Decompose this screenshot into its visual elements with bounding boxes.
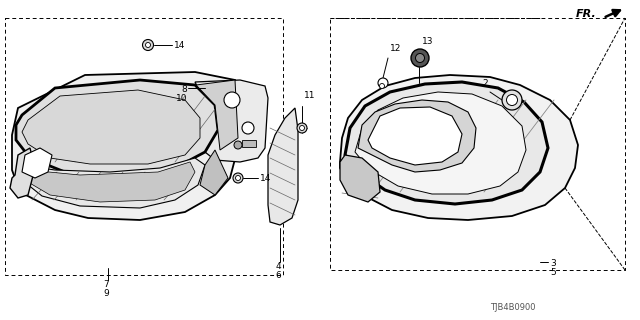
- Text: 6: 6: [275, 271, 281, 280]
- Circle shape: [458, 134, 470, 146]
- Text: 9: 9: [103, 289, 109, 298]
- Text: 2: 2: [483, 79, 488, 88]
- Circle shape: [242, 122, 254, 134]
- Circle shape: [378, 78, 388, 88]
- Circle shape: [411, 49, 429, 67]
- Polygon shape: [340, 75, 578, 220]
- Polygon shape: [345, 82, 548, 204]
- Polygon shape: [268, 108, 298, 225]
- Bar: [242, 140, 256, 147]
- Circle shape: [233, 173, 243, 183]
- Text: TJB4B0900: TJB4B0900: [490, 303, 536, 312]
- Polygon shape: [10, 148, 35, 198]
- Text: 4: 4: [275, 262, 281, 271]
- Circle shape: [300, 125, 305, 131]
- Text: 5: 5: [550, 268, 556, 277]
- Circle shape: [502, 90, 522, 110]
- Text: 7: 7: [103, 280, 109, 289]
- Circle shape: [145, 43, 150, 47]
- Text: 10: 10: [175, 94, 187, 103]
- Polygon shape: [24, 162, 195, 202]
- Polygon shape: [200, 150, 228, 195]
- Polygon shape: [355, 92, 526, 194]
- Text: 14: 14: [174, 41, 186, 50]
- Text: 13: 13: [422, 37, 433, 46]
- Polygon shape: [16, 80, 218, 175]
- Circle shape: [234, 141, 242, 149]
- Text: 12: 12: [390, 44, 401, 53]
- Polygon shape: [340, 155, 380, 202]
- Text: 1: 1: [433, 121, 439, 130]
- Circle shape: [297, 123, 307, 133]
- Circle shape: [236, 175, 241, 180]
- Text: 3: 3: [550, 259, 556, 268]
- Polygon shape: [22, 148, 52, 178]
- Polygon shape: [18, 158, 205, 208]
- Polygon shape: [368, 107, 462, 165]
- Polygon shape: [12, 72, 240, 220]
- Text: FR.: FR.: [576, 9, 597, 19]
- Circle shape: [143, 39, 154, 51]
- Circle shape: [506, 94, 518, 106]
- Polygon shape: [22, 90, 200, 164]
- Polygon shape: [358, 100, 476, 172]
- Text: 8: 8: [181, 85, 187, 94]
- Polygon shape: [196, 80, 238, 150]
- Polygon shape: [195, 80, 268, 162]
- Text: 11: 11: [304, 91, 316, 100]
- Circle shape: [454, 130, 474, 150]
- Circle shape: [224, 92, 240, 108]
- Text: 14: 14: [260, 174, 271, 183]
- Circle shape: [380, 84, 385, 89]
- Circle shape: [415, 53, 424, 62]
